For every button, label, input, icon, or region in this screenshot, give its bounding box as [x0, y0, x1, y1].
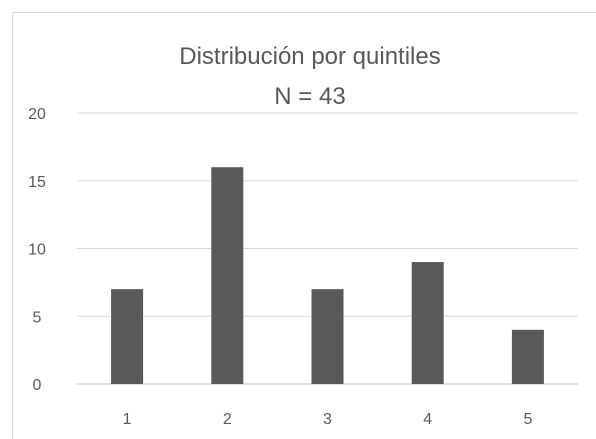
bar — [111, 289, 144, 384]
y-tick-label: 20 — [28, 106, 46, 123]
x-tick-label: 5 — [523, 411, 532, 428]
x-tick-label: 2 — [223, 411, 232, 428]
x-tick-label: 3 — [323, 411, 332, 428]
y-tick-label: 5 — [33, 309, 42, 326]
bar — [211, 167, 244, 384]
y-tick-label: 15 — [28, 174, 46, 191]
bars — [111, 167, 544, 384]
y-axis-ticks: 0 5 10 15 20 — [28, 106, 46, 394]
y-tick-label: 10 — [28, 242, 46, 259]
x-tick-label: 1 — [123, 411, 132, 428]
chart-title: Distribución por quintiles — [179, 43, 440, 70]
x-axis-ticks: 1 2 3 4 5 — [123, 411, 533, 428]
y-tick-label: 0 — [33, 377, 42, 394]
bar — [511, 329, 544, 384]
bar — [311, 289, 344, 384]
bar — [411, 262, 444, 384]
x-tick-label: 4 — [423, 411, 432, 428]
chart-frame — [12, 12, 596, 439]
chart-subtitle: N = 43 — [274, 83, 345, 110]
